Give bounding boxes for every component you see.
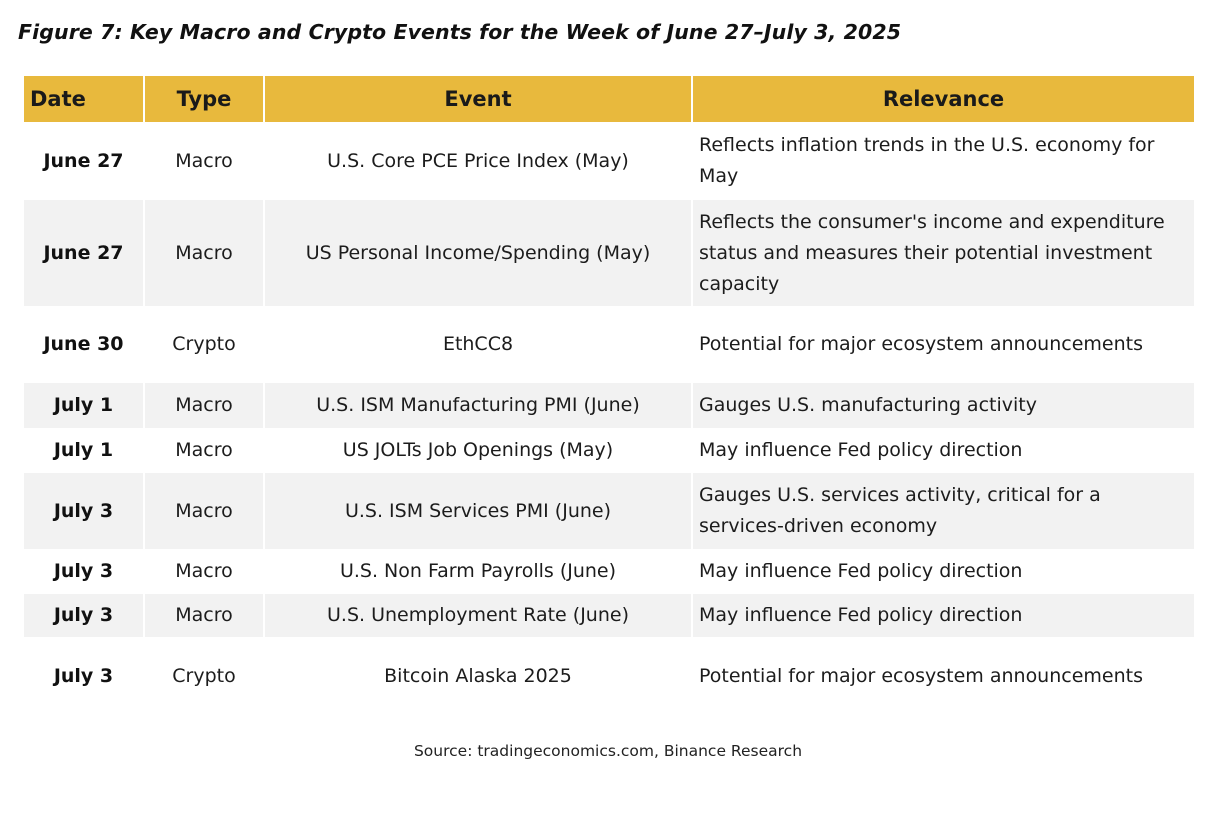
cell-relevance: Gauges U.S. services activity, critical … [692, 473, 1194, 549]
cell-relevance: May influence Fed policy direction [692, 594, 1194, 637]
cell-event: U.S. ISM Manufacturing PMI (June) [264, 383, 693, 428]
cell-type: Macro [144, 428, 265, 473]
cell-date: July 1 [24, 383, 145, 428]
cell-event: Bitcoin Alaska 2025 [264, 637, 693, 715]
table-row: July 3 Crypto Bitcoin Alaska 2025 Potent… [24, 637, 1194, 715]
table-row: July 3 Macro U.S. ISM Services PMI (June… [24, 473, 1194, 549]
cell-event: U.S. ISM Services PMI (June) [264, 473, 693, 549]
cell-type: Crypto [144, 306, 265, 383]
column-header-date: Date [24, 76, 145, 122]
cell-relevance: Potential for major ecosystem announceme… [692, 306, 1194, 383]
cell-relevance: May influence Fed policy direction [692, 428, 1194, 473]
table-row: June 27 Macro US Personal Income/Spendin… [24, 200, 1194, 306]
source-note: Source: tradingeconomics.com, Binance Re… [413, 742, 803, 760]
cell-relevance: Potential for major ecosystem announceme… [692, 637, 1194, 715]
cell-event: US Personal Income/Spending (May) [264, 200, 693, 306]
cell-date: July 3 [24, 637, 145, 715]
cell-date: July 1 [24, 428, 145, 473]
figure-title: Figure 7: Key Macro and Crypto Events fo… [18, 20, 902, 44]
table-row: June 30 Crypto EthCC8 Potential for majo… [24, 306, 1194, 383]
table-row: July 1 Macro US JOLTs Job Openings (May)… [24, 428, 1194, 473]
events-table: Date Type Event Relevance June 27 Macro … [24, 76, 1194, 715]
cell-date: June 27 [24, 122, 145, 200]
table-header-row: Date Type Event Relevance [24, 76, 1194, 122]
cell-date: July 3 [24, 594, 145, 637]
cell-relevance: Reflects the consumer's income and expen… [692, 200, 1194, 306]
cell-type: Macro [144, 473, 265, 549]
cell-event: EthCC8 [264, 306, 693, 383]
cell-relevance: May influence Fed policy direction [692, 549, 1194, 594]
table-row: July 3 Macro U.S. Non Farm Payrolls (Jun… [24, 549, 1194, 594]
cell-date: July 3 [24, 549, 145, 594]
cell-event: U.S. Non Farm Payrolls (June) [264, 549, 693, 594]
cell-event: U.S. Core PCE Price Index (May) [264, 122, 693, 200]
cell-type: Macro [144, 383, 265, 428]
cell-event: U.S. Unemployment Rate (June) [264, 594, 693, 637]
column-header-type: Type [144, 76, 265, 122]
cell-event: US JOLTs Job Openings (May) [264, 428, 693, 473]
cell-type: Macro [144, 549, 265, 594]
table-row: June 27 Macro U.S. Core PCE Price Index … [24, 122, 1194, 200]
table-row: July 1 Macro U.S. ISM Manufacturing PMI … [24, 383, 1194, 428]
cell-date: July 3 [24, 473, 145, 549]
column-header-event: Event [264, 76, 693, 122]
cell-type: Macro [144, 594, 265, 637]
column-header-relevance: Relevance [692, 76, 1194, 122]
cell-relevance: Gauges U.S. manufacturing activity [692, 383, 1194, 428]
cell-date: June 30 [24, 306, 145, 383]
cell-type: Macro [144, 200, 265, 306]
cell-type: Macro [144, 122, 265, 200]
cell-relevance: Reflects inflation trends in the U.S. ec… [692, 122, 1194, 200]
cell-date: June 27 [24, 200, 145, 306]
table-row: July 3 Macro U.S. Unemployment Rate (Jun… [24, 594, 1194, 637]
cell-type: Crypto [144, 637, 265, 715]
